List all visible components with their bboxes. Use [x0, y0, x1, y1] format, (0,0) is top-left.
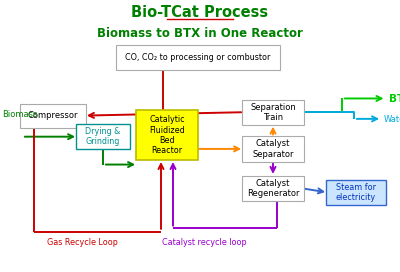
- Text: Catalyst recycle loop: Catalyst recycle loop: [162, 237, 246, 247]
- Text: Catalytic
Fluidized
Bed
Reactor: Catalytic Fluidized Bed Reactor: [149, 115, 185, 155]
- Text: Biomass: Biomass: [2, 110, 37, 119]
- FancyBboxPatch shape: [242, 100, 304, 125]
- Text: Catalyst
Separator: Catalyst Separator: [252, 139, 294, 159]
- FancyBboxPatch shape: [116, 45, 280, 70]
- FancyBboxPatch shape: [242, 176, 304, 201]
- Text: Gas Recycle Loop: Gas Recycle Loop: [46, 237, 118, 247]
- Text: Separation
Train: Separation Train: [250, 103, 296, 122]
- Text: Drying &
Grinding: Drying & Grinding: [85, 127, 121, 146]
- FancyBboxPatch shape: [326, 180, 386, 205]
- FancyBboxPatch shape: [20, 104, 86, 128]
- Text: CO, CO₂ to processing or combustor: CO, CO₂ to processing or combustor: [125, 53, 271, 62]
- Text: BTX: BTX: [389, 94, 400, 104]
- Text: Water: Water: [384, 115, 400, 124]
- Text: Steam for
electricity: Steam for electricity: [336, 183, 376, 202]
- FancyBboxPatch shape: [76, 124, 130, 149]
- FancyBboxPatch shape: [242, 136, 304, 162]
- Text: Bio-TCat Process: Bio-TCat Process: [132, 5, 268, 20]
- Text: Catalyst
Regenerator: Catalyst Regenerator: [247, 179, 299, 198]
- Text: Biomass to BTX in One Reactor: Biomass to BTX in One Reactor: [97, 27, 303, 40]
- Text: Compressor: Compressor: [28, 111, 78, 120]
- FancyBboxPatch shape: [136, 110, 198, 160]
